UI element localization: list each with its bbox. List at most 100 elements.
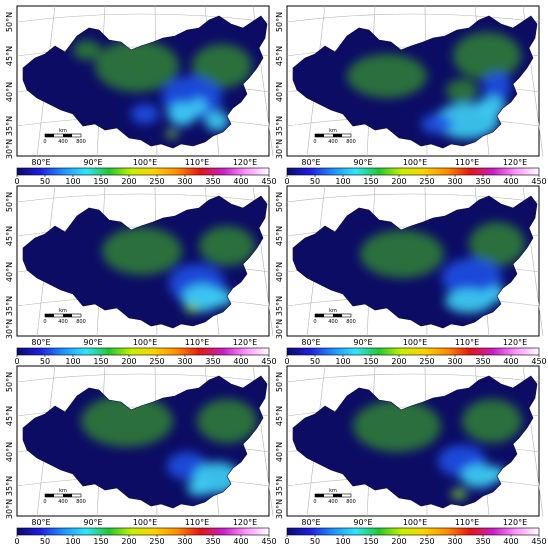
scale-tick: 400 — [328, 499, 338, 505]
lat-label: 45°N — [275, 226, 284, 246]
colorbar-tick-label: 150 — [363, 357, 378, 366]
scale-unit: km — [59, 488, 67, 494]
colorbar-tick-label: 350 — [475, 537, 490, 546]
lat-label: 35°N — [5, 296, 14, 316]
lon-label: 100°E — [133, 518, 157, 527]
lat-label: 45°N — [5, 406, 14, 426]
lon-label: 80°E — [31, 518, 50, 527]
colorbar-tick-label: 400 — [233, 177, 248, 186]
colorbar-tick-label: 150 — [363, 177, 378, 186]
region-outline — [292, 15, 538, 149]
lat-label: 30°N — [5, 499, 14, 519]
colorbar-tick-label: 300 — [177, 537, 192, 546]
colorbar-tick-label: 0 — [14, 537, 19, 546]
value-patch — [168, 102, 196, 126]
scale-bar: km 0 400 800 — [43, 488, 85, 505]
value-patch — [102, 227, 182, 275]
scale-tick: 800 — [76, 319, 86, 325]
value-patch — [483, 72, 511, 100]
scale-tick: 800 — [346, 139, 356, 145]
map-panel: 50°N 45°N 40°N 35°N 30°N (b) km 0 400 800 80°E 90°E… — [275, 5, 547, 186]
colorbar-tick-label: 200 — [121, 177, 136, 186]
lon-label: 80°E — [31, 338, 50, 347]
lat-label: 30°N — [275, 499, 284, 519]
value-patch — [81, 395, 173, 447]
lon-label: 110°E — [455, 518, 479, 527]
scale-tick: 400 — [328, 139, 338, 145]
scale-bar-black — [63, 494, 72, 497]
lat-label: 45°N — [5, 226, 14, 246]
scale-tick: 0 — [313, 139, 316, 145]
parallel-line — [286, 13, 540, 23]
parallel-line — [16, 13, 270, 23]
colorbar-tick-label: 200 — [391, 177, 406, 186]
value-patch — [446, 79, 478, 103]
value-patch — [469, 222, 525, 266]
data-region — [292, 195, 538, 329]
lon-label: 120°E — [503, 518, 527, 527]
region-values — [102, 226, 255, 313]
scale-unit: km — [329, 488, 337, 494]
lon-label: 80°E — [301, 518, 320, 527]
scale-bar: km 0 400 800 — [313, 488, 355, 505]
colorbar-tick-label: 200 — [391, 537, 406, 546]
colorbar-tick-label: 200 — [121, 357, 136, 366]
value-patch — [347, 54, 427, 98]
value-patch — [166, 130, 178, 138]
colorbar-tick-label: 50 — [310, 177, 320, 186]
colorbar — [286, 167, 540, 176]
region-values — [353, 399, 522, 499]
parallel-line — [16, 193, 270, 203]
lon-label: 90°E — [353, 518, 372, 527]
data-region — [22, 195, 268, 329]
colorbar-tick-label: 350 — [205, 177, 220, 186]
colorbar-tick-label: 400 — [503, 357, 518, 366]
panel-label: (b) — [291, 123, 308, 137]
lon-label: 80°E — [31, 158, 50, 167]
colorbar-tick-label: 0 — [14, 357, 19, 366]
value-patch — [199, 226, 255, 266]
scale-tick: 800 — [346, 499, 356, 505]
colorbar-tick-label: 100 — [335, 177, 350, 186]
map-panel: 50°N 45°N 40°N 35°N 30°N (a) km 0 400 800 80°E 90°E… — [5, 5, 277, 186]
scale-tick: 0 — [313, 499, 316, 505]
value-patch — [197, 399, 257, 443]
scale-bar-black — [315, 134, 324, 137]
value-patch — [210, 290, 234, 306]
scale-unit: km — [329, 128, 337, 134]
panel-label: (d) — [291, 303, 308, 317]
colorbar-tick-label: 50 — [40, 537, 50, 546]
colorbar-tick-label: 0 — [14, 177, 19, 186]
scale-tick: 400 — [58, 499, 68, 505]
colorbar-tick-label: 0 — [284, 357, 289, 366]
value-patch — [445, 289, 493, 313]
lon-label: 120°E — [503, 338, 527, 347]
colorbar-tick-label: 50 — [40, 357, 50, 366]
colorbar-tick-label: 250 — [419, 177, 434, 186]
lat-label: 35°N — [5, 476, 14, 496]
lon-label: 100°E — [403, 518, 427, 527]
colorbar-tick-label: 150 — [93, 357, 108, 366]
lat-label: 40°N — [275, 442, 284, 462]
colorbar-tick-label: 450 — [261, 177, 276, 186]
lat-label: 40°N — [275, 82, 284, 102]
panel-label: (c) — [21, 303, 37, 317]
colorbar-tick-label: 300 — [447, 537, 462, 546]
scale-bar-black — [63, 314, 72, 317]
colorbar — [286, 527, 540, 536]
scale-tick: 0 — [313, 319, 316, 325]
colorbar-tick-label: 0 — [284, 177, 289, 186]
colorbar-tick-label: 250 — [149, 177, 164, 186]
scale-tick: 400 — [58, 139, 68, 145]
colorbar-tick-label: 150 — [363, 537, 378, 546]
scale-tick: 0 — [43, 139, 46, 145]
lon-label: 100°E — [403, 158, 427, 167]
lon-label: 110°E — [185, 338, 209, 347]
lat-label: 50°N — [5, 12, 14, 32]
colorbar-tick-label: 450 — [531, 177, 546, 186]
lon-label: 110°E — [185, 518, 209, 527]
scale-unit: km — [59, 308, 67, 314]
lon-label: 80°E — [301, 158, 320, 167]
region-values — [81, 395, 257, 496]
value-patch — [442, 258, 502, 298]
